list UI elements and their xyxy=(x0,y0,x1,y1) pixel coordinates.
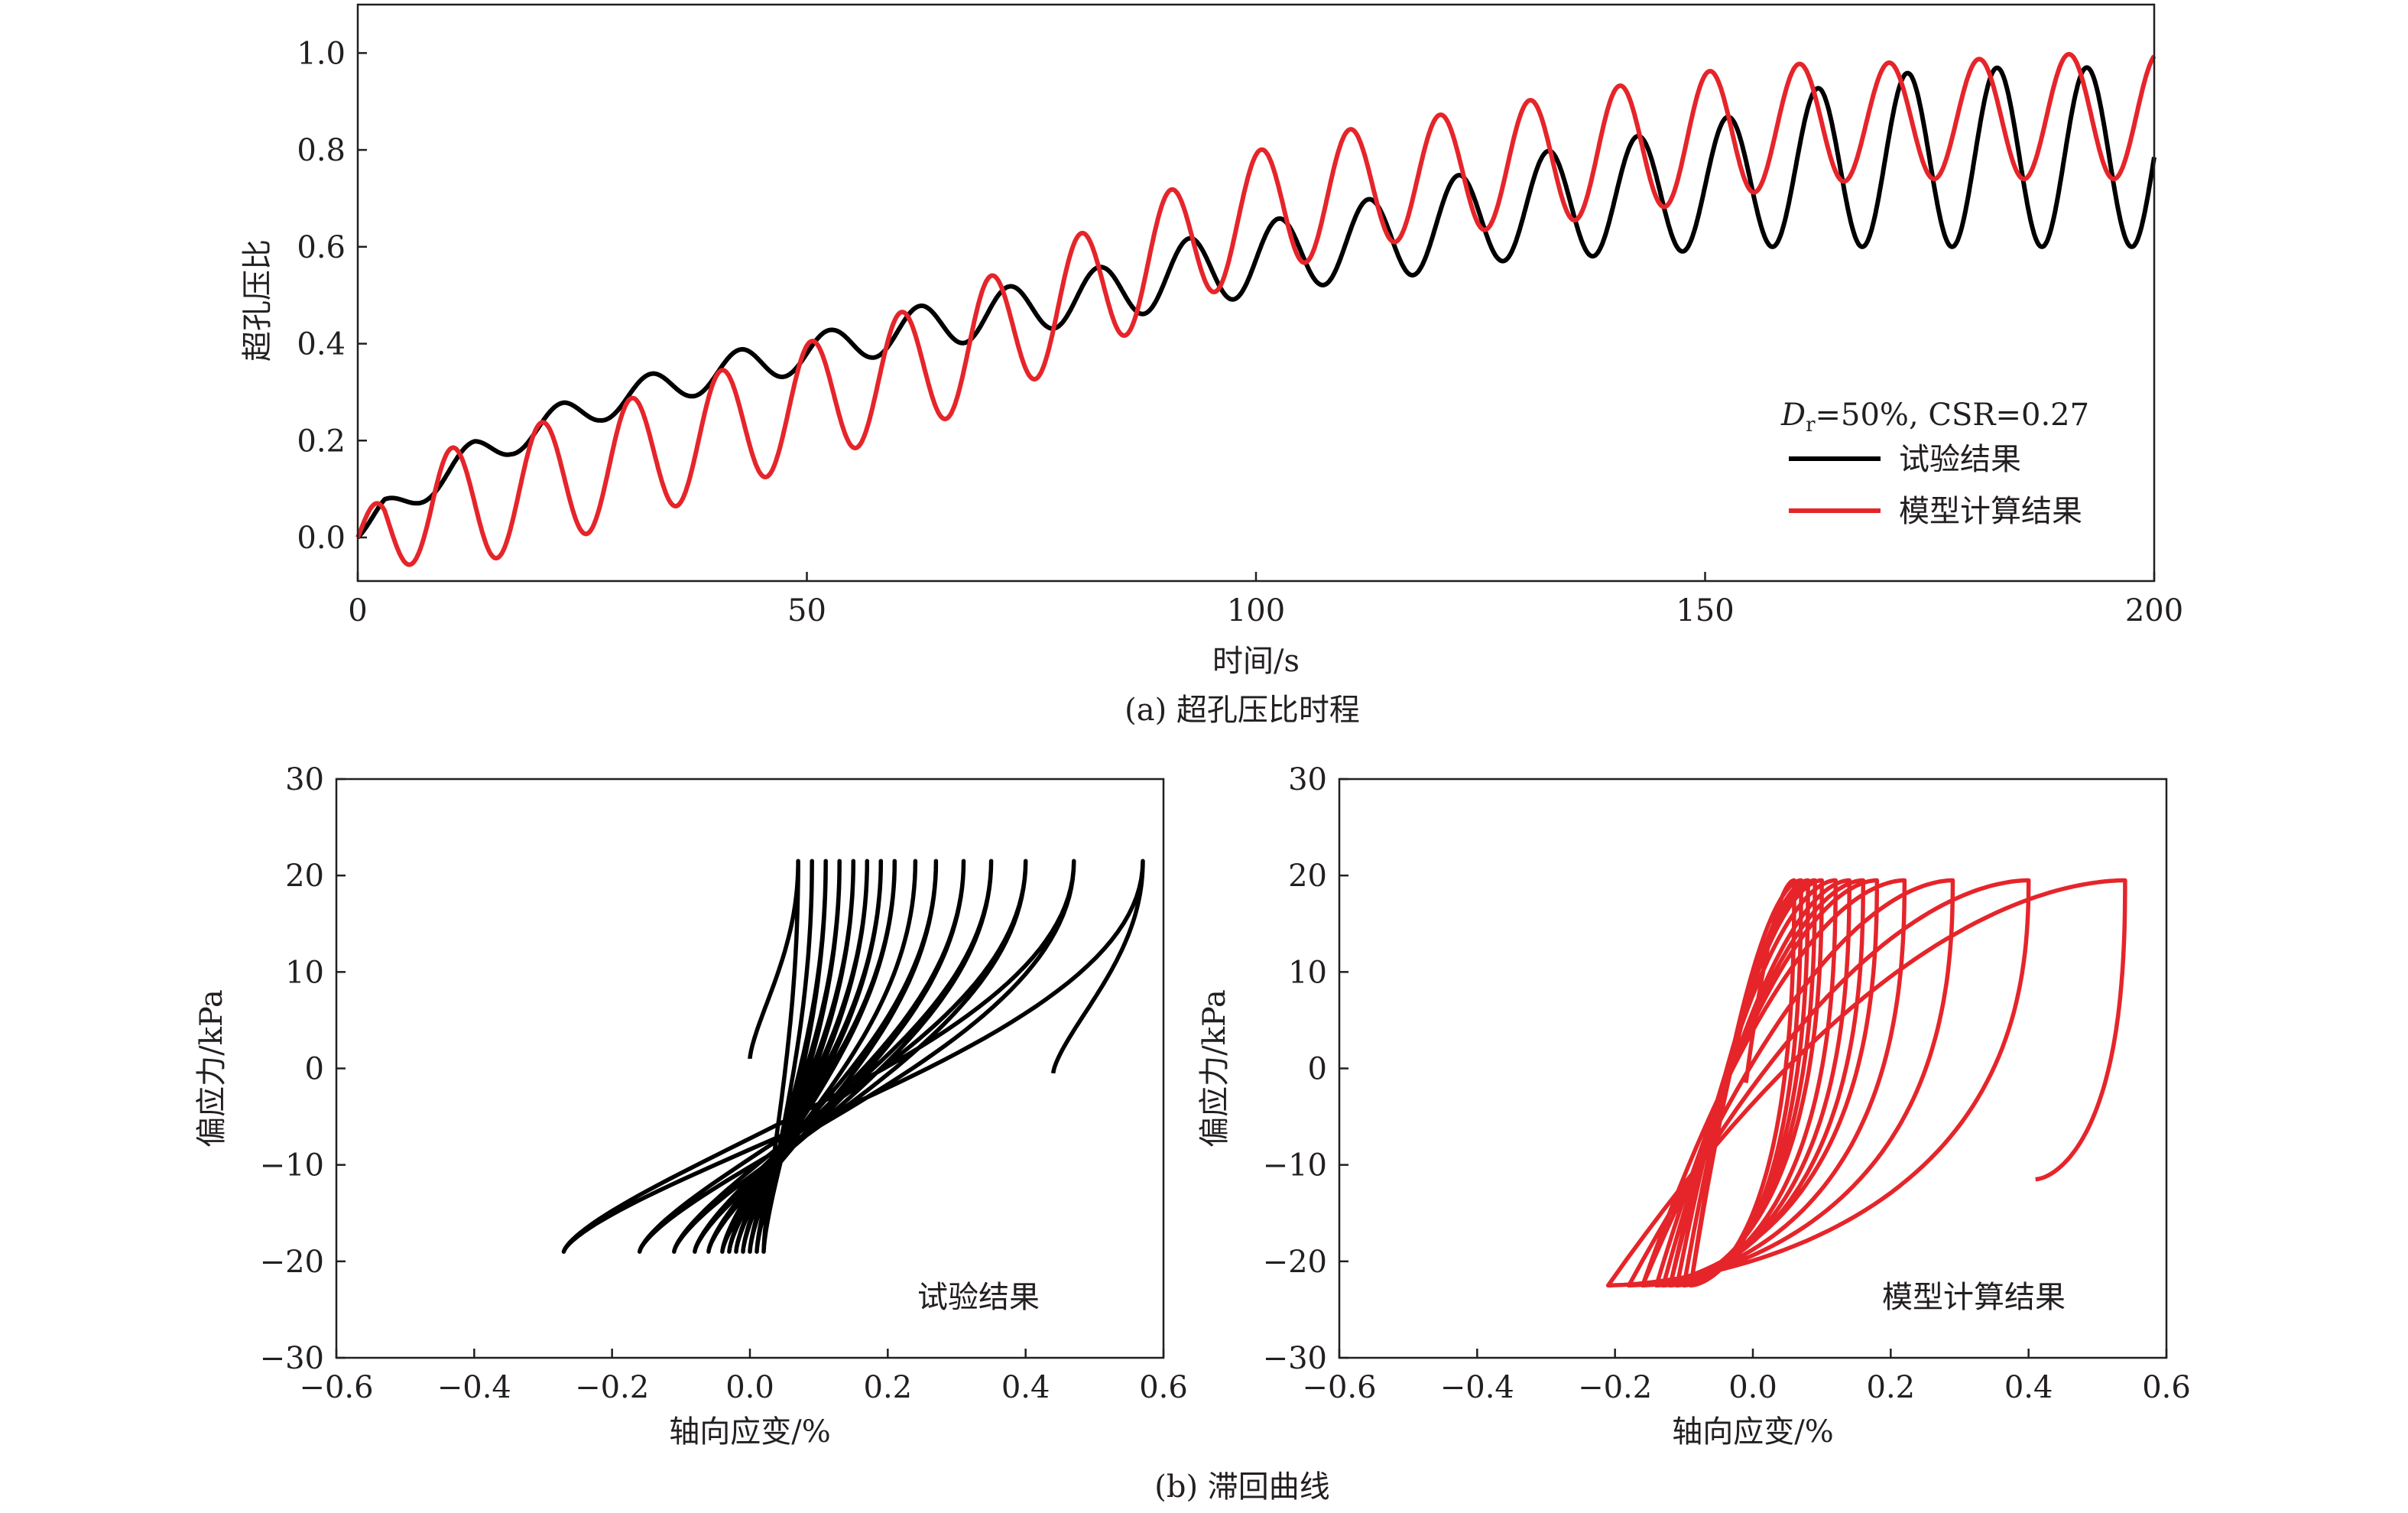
a-x-tick-label: 0 xyxy=(348,593,367,628)
b1-x-tick-label: 0.0 xyxy=(725,1370,774,1405)
b1-y-tick-label: −10 xyxy=(260,1148,324,1183)
b2-x-tick-label: −0.2 xyxy=(1578,1370,1652,1405)
b2-y-tick-label: −30 xyxy=(1263,1341,1327,1376)
a-series-line-test xyxy=(355,65,2156,540)
b1-x-tick-label: 0.2 xyxy=(864,1370,913,1405)
b1-x-tick-label: −0.4 xyxy=(437,1370,511,1405)
a-y-tick-label: 1.0 xyxy=(297,36,346,71)
a-x-axis-label: 时间/s xyxy=(1212,644,1300,679)
b1-ticks: −0.6 −0.4 −0.2 0.0 0.2 0.4 0.6 30 20 10 0 −10 −20 −30 xyxy=(260,762,1188,1405)
b1-y-tick-label: −30 xyxy=(260,1341,324,1376)
legend-label-model: 模型计算结果 xyxy=(1899,494,2082,529)
b2-hysteresis-curve xyxy=(1605,878,2127,1288)
a-x-tick-label: 200 xyxy=(2125,593,2183,628)
b1-hysteresis-curve xyxy=(561,859,1145,1254)
a-annotation-sub: r xyxy=(1806,414,1816,437)
b1-x-tick-label: −0.2 xyxy=(575,1370,649,1405)
b1-plot-frame xyxy=(335,778,1165,1359)
b1-y-tick-label: 10 xyxy=(285,955,324,990)
b2-x-tick-label: 0.4 xyxy=(2004,1370,2053,1405)
a-legend: 试验结果 模型计算结果 xyxy=(1789,442,2082,529)
b1-x-axis-label: 轴向应变/% xyxy=(669,1414,830,1450)
a-annotation-var: D xyxy=(1780,398,1806,433)
b2-ticks: −0.6 −0.4 −0.2 0.0 0.2 0.4 0.6 30 20 10 0 −10 −20 −30 xyxy=(1263,762,2191,1405)
a-x-tick-label: 100 xyxy=(1227,593,1285,628)
b2-y-tick-label: 10 xyxy=(1288,955,1327,990)
b1-series xyxy=(561,859,1145,1254)
b2-inner-label: 模型计算结果 xyxy=(1882,1280,2066,1315)
a-series xyxy=(355,51,2156,567)
b2-x-tick-label: 0.6 xyxy=(2142,1370,2191,1405)
b1-y-tick-label: 30 xyxy=(285,762,324,797)
b2-y-tick-label: 0 xyxy=(1308,1052,1327,1087)
a-x-tick-label: 150 xyxy=(1676,593,1734,628)
b1-inner-label: 试验结果 xyxy=(917,1280,1040,1315)
b1-x-tick-label: −0.6 xyxy=(299,1370,373,1405)
b2-y-axis-label: 偏应力/kPa xyxy=(1197,989,1232,1148)
a-plot-frame xyxy=(356,3,2156,583)
a-series-line-model xyxy=(355,51,2156,567)
b1-y-tick-label: 0 xyxy=(305,1052,324,1087)
a-y-tick-label: 0.6 xyxy=(297,230,346,265)
b1-y-tick-label: 20 xyxy=(285,859,324,894)
b2-series xyxy=(1605,878,2127,1288)
a-x-tick-label: 50 xyxy=(787,593,826,628)
b2-y-tick-label: 30 xyxy=(1288,762,1327,797)
a-y-tick-label: 0.0 xyxy=(297,521,346,556)
a-annotation-rest: =50%, CSR=0.27 xyxy=(1816,398,2090,433)
b1-y-tick-label: −20 xyxy=(260,1245,324,1280)
a-annotation: Dr=50%, CSR=0.27 xyxy=(1780,398,2089,437)
pore-pressure-chart: 0 50 100 150 200 0.0 0.2 0.4 0.6 0.8 1.0 时间/s 超孔压比… xyxy=(240,3,2183,728)
b2-y-tick-label: 20 xyxy=(1288,859,1327,894)
a-y-tick-label: 0.4 xyxy=(297,327,346,362)
caption-a: (a) 超孔压比时程 xyxy=(1124,693,1360,728)
caption-b: (b) 滞回曲线 xyxy=(1154,1469,1330,1505)
a-y-axis-label: 超孔压比 xyxy=(240,239,275,362)
b2-plot-frame xyxy=(1338,778,2168,1359)
b2-x-tick-label: −0.4 xyxy=(1440,1370,1514,1405)
b1-x-tick-label: 0.6 xyxy=(1139,1370,1188,1405)
legend-label-test: 试验结果 xyxy=(1899,442,2021,477)
b1-x-tick-label: 0.4 xyxy=(1001,1370,1050,1405)
b2-x-tick-label: 0.2 xyxy=(1867,1370,1916,1405)
b2-x-tick-label: 0.0 xyxy=(1728,1370,1777,1405)
b2-x-tick-label: −0.6 xyxy=(1302,1370,1376,1405)
b2-y-tick-label: −10 xyxy=(1263,1148,1327,1183)
a-y-tick-label: 0.2 xyxy=(297,424,346,459)
b2-x-axis-label: 轴向应变/% xyxy=(1672,1414,1833,1450)
hysteresis-model-chart: −0.6 −0.4 −0.2 0.0 0.2 0.4 0.6 30 20 10 0 −10 −20 −30… xyxy=(1197,762,2191,1450)
b2-y-tick-label: −20 xyxy=(1263,1245,1327,1280)
b1-y-axis-label: 偏应力/kPa xyxy=(194,989,229,1148)
hysteresis-test-chart: −0.6 −0.4 −0.2 0.0 0.2 0.4 0.6 30 20 10 0 −10 −20 −30… xyxy=(194,762,1188,1450)
a-y-tick-label: 0.8 xyxy=(297,133,346,168)
a-ticks: 0 50 100 150 200 0.0 0.2 0.4 0.6 0.8 1.0 xyxy=(297,36,2183,628)
